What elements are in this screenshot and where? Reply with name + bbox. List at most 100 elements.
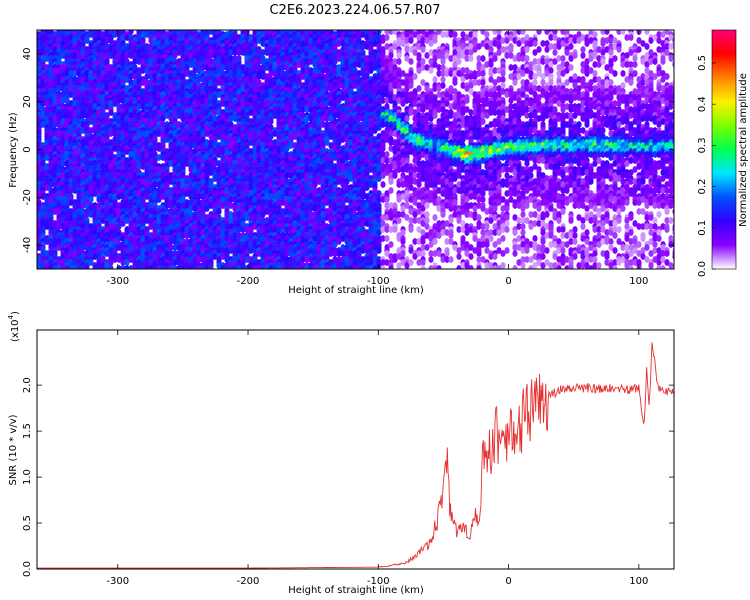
heatmap-cell <box>44 100 50 107</box>
heatmap-cell <box>40 193 46 200</box>
heatmap-cell <box>48 82 54 89</box>
heatmap-cell <box>44 118 50 125</box>
heatmap-cell <box>52 187 58 194</box>
heatmap-cell <box>44 55 50 62</box>
heatmap-cell <box>37 61 42 68</box>
heatmap-cell <box>60 34 66 41</box>
heatmap-cell <box>68 208 74 215</box>
heatmap-cell <box>37 193 42 200</box>
heatmap-cell <box>60 139 66 146</box>
heatmap-cell <box>64 97 70 104</box>
heatmap-cell <box>52 121 58 128</box>
heatmap-cell <box>52 208 58 215</box>
heatmap-cell <box>64 40 70 47</box>
heatmap-cell <box>44 184 50 191</box>
heatmap-cell <box>52 115 58 122</box>
heatmap-cell <box>52 79 58 86</box>
heatmap-cell <box>52 265 58 269</box>
heatmap-cell <box>40 172 46 179</box>
heatmap-cell <box>56 121 62 128</box>
heatmap-cell <box>60 190 66 197</box>
heatmap-cell <box>60 52 66 59</box>
heatmap-cell <box>40 265 46 269</box>
heatmap-cell <box>44 238 50 245</box>
heatmap-cell <box>60 145 66 152</box>
heatmap-cell <box>52 88 58 95</box>
heatmap-cell <box>268 118 274 125</box>
heatmap-cell <box>60 160 66 167</box>
heatmap-cell <box>48 265 54 269</box>
heatmap-cell <box>56 133 62 140</box>
heatmap-cell <box>60 91 66 98</box>
heatmap-cell <box>44 250 50 257</box>
heatmap-cell <box>64 58 70 65</box>
heatmap-cell <box>37 103 42 110</box>
heatmap-cell <box>68 187 74 194</box>
heatmap-cell <box>128 30 134 35</box>
heatmap-cell <box>48 30 54 35</box>
heatmap-cell <box>72 148 78 155</box>
heatmap-cells <box>37 30 674 269</box>
heatmap-cell <box>37 163 42 170</box>
heatmap-cell <box>68 220 74 227</box>
heatmap-cell <box>60 223 66 230</box>
heatmap-cell <box>48 151 54 158</box>
heatmap-cell <box>37 175 42 182</box>
heatmap-cell <box>64 232 70 239</box>
heatmap-cell <box>56 85 62 92</box>
heatmap-cell <box>72 70 78 77</box>
heatmap-cell <box>68 127 74 134</box>
heatmap-cell <box>68 85 74 92</box>
heatmap-cell <box>56 244 62 251</box>
figure-title: C2E6.2023.224.06.57.R07 <box>269 3 440 18</box>
heatmap-cell <box>56 76 62 83</box>
heatmap-cell <box>64 160 70 167</box>
heatmap-cell <box>64 112 70 119</box>
heatmap-cell <box>60 241 66 248</box>
heatmap-cell <box>72 187 78 194</box>
heatmap-cell <box>40 160 46 167</box>
heatmap-cell <box>72 205 78 212</box>
heatmap-cell <box>60 154 66 161</box>
heatmap-cell <box>44 175 50 182</box>
heatmap-cell <box>44 169 50 176</box>
heatmap-cell <box>48 196 54 203</box>
heatmap-cell <box>37 211 42 218</box>
heatmap-cell <box>64 121 70 128</box>
heatmap-cell <box>44 154 50 161</box>
heatmap-cell <box>56 265 62 269</box>
heatmap-cell <box>72 112 78 119</box>
heatmap-cell <box>60 172 66 179</box>
heatmap-cell <box>72 79 78 86</box>
heatmap-cell <box>56 46 62 53</box>
heatmap-cell <box>56 163 62 170</box>
heatmap-cell <box>64 196 70 203</box>
heatmap-cell <box>48 181 54 188</box>
heatmap-cell <box>60 265 66 269</box>
heatmap-cell <box>68 91 74 98</box>
heatmap-cell <box>88 196 94 203</box>
heatmap-cell <box>56 94 62 101</box>
heatmap-cell <box>68 262 74 269</box>
heatmap-cell <box>52 97 58 104</box>
heatmap-cell <box>44 223 50 230</box>
heatmap-cell <box>37 154 42 161</box>
heatmap-cell <box>72 169 78 176</box>
heatmap-cell <box>56 58 62 65</box>
heatmap-cell <box>64 70 70 77</box>
heatmap-cell <box>44 265 50 269</box>
heatmap-cell <box>68 142 74 149</box>
heatmap-cell <box>52 166 58 173</box>
heatmap-cell <box>52 172 58 179</box>
heatmap-cell <box>72 37 78 44</box>
heatmap-cell <box>68 199 74 206</box>
heatmap-cell <box>40 121 46 128</box>
heatmap-cell <box>64 211 70 218</box>
heatmap-cell <box>40 112 46 119</box>
heatmap-cell <box>64 253 70 260</box>
heatmap-cell <box>52 181 58 188</box>
heatmap-cell <box>64 184 70 191</box>
heatmap-cell <box>64 265 70 269</box>
